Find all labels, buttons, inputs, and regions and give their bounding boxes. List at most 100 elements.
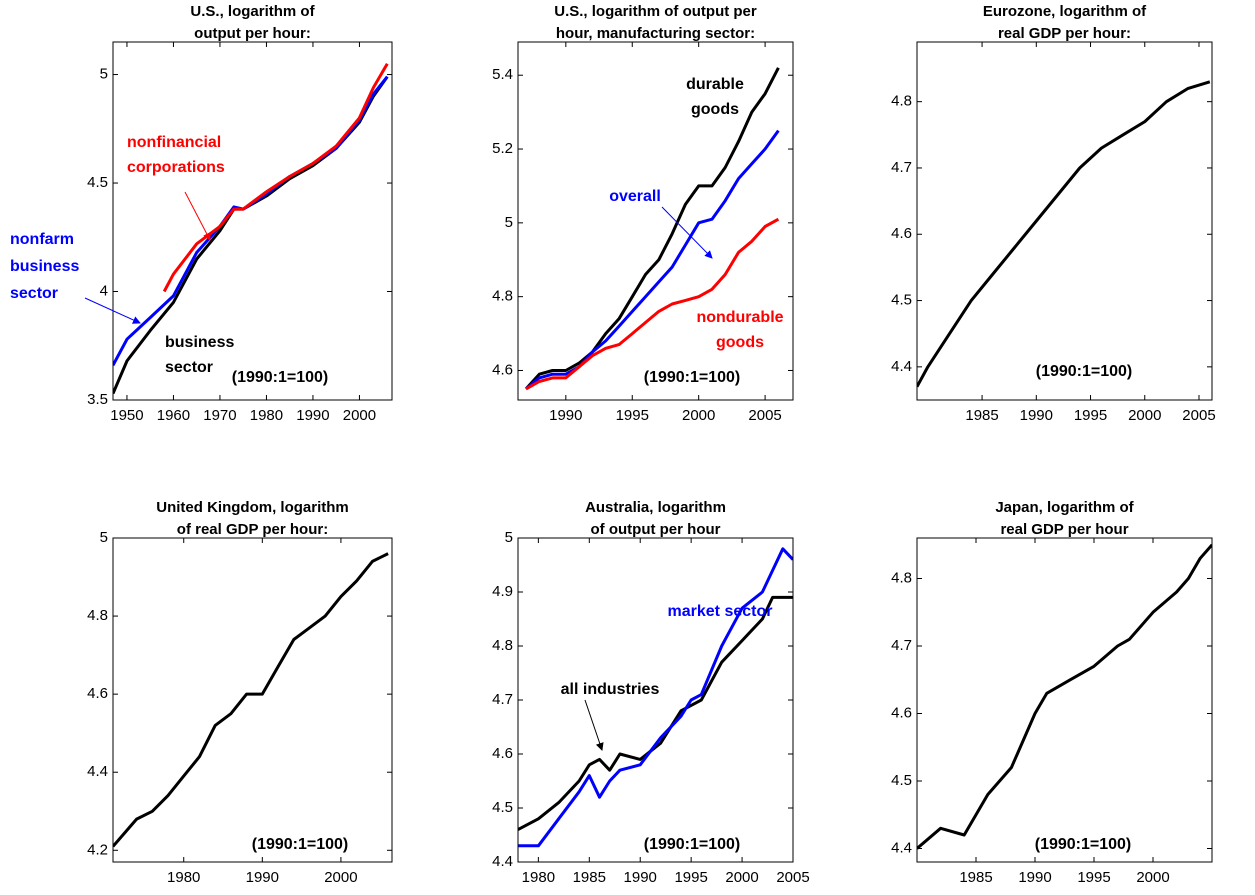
y-tick-label: 5 xyxy=(505,214,513,231)
x-tick-label: 1990 xyxy=(1020,407,1053,424)
x-tick-label: 1985 xyxy=(965,407,998,424)
annotation: durable xyxy=(686,76,744,93)
y-tick-label: 5.2 xyxy=(492,140,513,157)
panel-title: United Kingdom, logarithm xyxy=(156,499,349,516)
x-tick-label: 1990 xyxy=(1018,869,1051,886)
annotation: goods xyxy=(716,334,764,351)
y-tick-label: 5 xyxy=(505,529,513,546)
x-tick-label: 1995 xyxy=(1077,869,1110,886)
panel-title: U.S., logarithm of output per xyxy=(554,3,757,20)
annotation: business xyxy=(10,258,79,275)
y-tick-label: 5 xyxy=(100,529,108,546)
y-tick-label: 4.4 xyxy=(87,763,108,780)
annotation: (1990:1=100) xyxy=(232,369,329,386)
y-tick-label: 4.6 xyxy=(492,361,513,378)
annotation: (1990:1=100) xyxy=(1035,836,1132,853)
plot-lines xyxy=(917,80,1211,388)
x-tick-label: 1990 xyxy=(296,407,329,424)
x-tick-label: 1990 xyxy=(549,407,582,424)
annotation: (1990:1=100) xyxy=(644,836,741,853)
panel: United Kingdom, logarithm of real GDP per… xyxy=(87,499,393,886)
plot-lines xyxy=(518,547,793,848)
annotation: nonfinancial xyxy=(127,134,221,151)
y-tick-label: 4.8 xyxy=(87,607,108,624)
x-tick-label: 1995 xyxy=(1074,407,1107,424)
annotation: sector xyxy=(165,359,213,376)
y-tick-label: 4.9 xyxy=(492,583,513,600)
series-line xyxy=(524,67,780,390)
y-tick-label: 4.6 xyxy=(891,704,912,721)
series-line xyxy=(518,547,793,848)
x-tick-label: 1990 xyxy=(246,869,279,886)
x-tick-label: 2000 xyxy=(725,869,758,886)
panel-title: hour, manufacturing sector: xyxy=(556,25,755,42)
annotation: (1990:1=100) xyxy=(1036,363,1133,380)
plot-lines xyxy=(113,552,389,848)
x-tick-label: 1950 xyxy=(110,407,143,424)
x-tick-label: 2000 xyxy=(324,869,357,886)
panel-title: real GDP per hour: xyxy=(998,25,1131,42)
x-tick-label: 1995 xyxy=(616,407,649,424)
x-tick-label: 2005 xyxy=(776,869,809,886)
y-tick-label: 4.8 xyxy=(891,569,912,586)
annotation: nondurable xyxy=(696,309,783,326)
annotation: market sector xyxy=(668,603,773,620)
panel-title: U.S., logarithm of xyxy=(190,3,315,20)
panel: Japan, logarithm of real GDP per hour 4.4 4… xyxy=(891,499,1213,886)
x-tick-label: 1995 xyxy=(674,869,707,886)
y-tick-label: 4.6 xyxy=(891,225,912,242)
annotation: corporations xyxy=(127,159,225,176)
x-tick-label: 2000 xyxy=(1136,869,1169,886)
plot-lines xyxy=(524,67,780,391)
series-line xyxy=(113,552,389,848)
y-tick-label: 4.4 xyxy=(492,853,513,870)
x-tick-label: 2005 xyxy=(1182,407,1215,424)
annotation: (1990:1=100) xyxy=(644,369,741,386)
y-tick-label: 4.5 xyxy=(87,174,108,191)
panel-title: real GDP per hour xyxy=(1000,521,1128,538)
series-line xyxy=(518,595,793,831)
y-tick-label: 4.7 xyxy=(891,637,912,654)
x-tick-label: 2000 xyxy=(343,407,376,424)
annotation-arrow xyxy=(184,191,211,241)
annotation-arrow xyxy=(661,206,713,259)
panel-title: Eurozone, logarithm of xyxy=(983,3,1147,20)
x-tick-label: 1970 xyxy=(203,407,236,424)
series-line xyxy=(917,80,1211,388)
plot-frame xyxy=(517,41,794,401)
annotation: all industries xyxy=(561,681,660,698)
x-tick-label: 2000 xyxy=(1128,407,1161,424)
panel-title: Japan, logarithm of xyxy=(995,499,1134,516)
y-tick-label: 4.5 xyxy=(891,772,912,789)
x-tick-label: 2005 xyxy=(748,407,781,424)
annotation: sector xyxy=(10,285,58,302)
panel: U.S., logarithm of output per hour: 3.5 4 4.… xyxy=(10,3,393,424)
y-tick-label: 4 xyxy=(100,282,108,299)
y-tick-label: 4.7 xyxy=(492,691,513,708)
annotation: goods xyxy=(691,101,739,118)
panel: Australia, logarithm of output per hour 4.… xyxy=(492,499,810,886)
y-tick-label: 4.6 xyxy=(492,745,513,762)
plot-frame xyxy=(916,537,1213,863)
x-tick-label: 2000 xyxy=(682,407,715,424)
panel-title: Australia, logarithm xyxy=(585,499,726,516)
x-tick-label: 1980 xyxy=(167,869,200,886)
series-line xyxy=(525,217,780,391)
plot-frame xyxy=(112,41,393,401)
y-tick-label: 3.5 xyxy=(87,391,108,408)
panel-title: output per hour: xyxy=(194,25,311,42)
y-tick-label: 4.7 xyxy=(891,159,912,176)
x-tick-label: 1960 xyxy=(157,407,190,424)
y-tick-label: 5.4 xyxy=(492,66,513,83)
y-tick-label: 4.5 xyxy=(492,799,513,816)
annotation: nonfarm xyxy=(10,231,74,248)
panel-title: of real GDP per hour: xyxy=(177,521,328,538)
series-line xyxy=(113,75,389,367)
y-tick-label: 4.8 xyxy=(492,637,513,654)
annotation-arrow xyxy=(584,699,604,751)
y-tick-label: 4.2 xyxy=(87,841,108,858)
y-tick-label: 4.5 xyxy=(891,292,912,309)
x-tick-label: 1985 xyxy=(959,869,992,886)
x-tick-label: 1990 xyxy=(624,869,657,886)
